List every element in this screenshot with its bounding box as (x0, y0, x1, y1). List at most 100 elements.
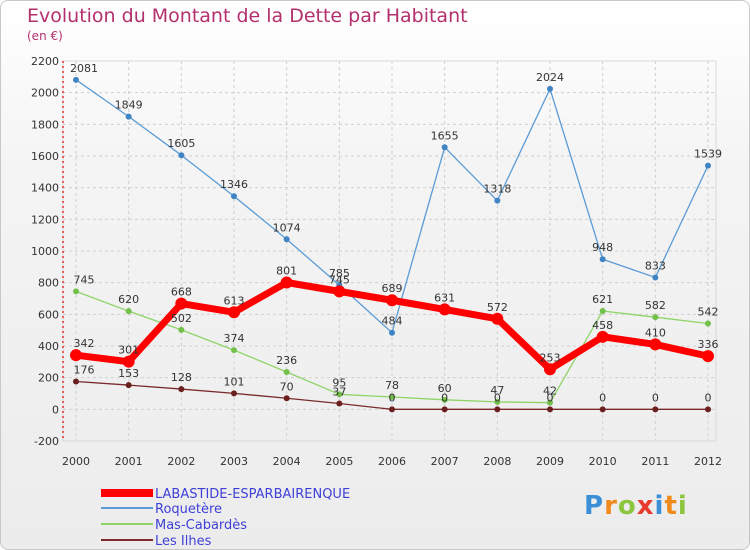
y-tick-label: 200 (38, 372, 59, 385)
data-label: 0 (389, 391, 396, 404)
data-label: 801 (276, 265, 297, 278)
data-label: 2024 (536, 71, 564, 84)
y-tick-label: 800 (38, 277, 59, 290)
legend-label: Les Ilhes (155, 534, 212, 549)
data-point (438, 303, 451, 316)
data-label: 1605 (167, 137, 195, 150)
data-point (599, 256, 606, 263)
x-tick-label: 2001 (115, 455, 143, 468)
data-label: 0 (599, 391, 606, 404)
data-point (125, 382, 132, 389)
data-label: 745 (329, 273, 350, 286)
chart-subtitle: (en €) (27, 29, 63, 43)
data-point (228, 306, 240, 319)
data-label: 410 (645, 326, 666, 339)
data-point (652, 274, 659, 281)
data-label: 42 (543, 385, 557, 398)
data-label: 128 (171, 371, 192, 384)
data-label: 621 (592, 293, 613, 306)
data-point (336, 400, 343, 407)
data-label: 0 (494, 391, 501, 404)
data-label: 1539 (694, 148, 722, 161)
legend-label: Roquetère (155, 502, 222, 517)
data-label: 689 (382, 282, 403, 295)
x-tick-label: 2004 (273, 455, 301, 468)
data-label: 484 (382, 315, 403, 328)
data-label: 745 (74, 273, 95, 286)
data-label: 301 (118, 344, 139, 357)
data-label: 1318 (483, 183, 511, 196)
data-point (175, 297, 188, 310)
data-point (494, 398, 501, 405)
data-point (702, 350, 714, 363)
data-label: 833 (645, 259, 666, 272)
data-point (652, 406, 659, 413)
data-point (231, 193, 237, 200)
x-tick-label: 2002 (167, 455, 195, 468)
y-tick-label: 400 (38, 340, 59, 353)
data-label: 1849 (115, 99, 143, 112)
data-label: 78 (385, 379, 399, 392)
data-point (125, 308, 132, 315)
data-label: 2081 (70, 62, 98, 75)
data-label: 458 (592, 319, 613, 332)
x-tick-label: 2009 (536, 455, 564, 468)
data-point (599, 308, 606, 315)
y-tick-label: 1000 (31, 245, 59, 258)
data-label: 785 (329, 267, 350, 280)
data-label: 542 (698, 306, 719, 319)
data-label: 0 (547, 391, 554, 404)
proxiti-logo: Proxiti (584, 491, 688, 521)
data-label: 60 (438, 382, 452, 395)
data-label: 176 (74, 363, 95, 376)
data-label: 1346 (220, 178, 248, 191)
data-point (494, 197, 501, 204)
data-point (705, 162, 711, 169)
data-label: 342 (74, 337, 95, 350)
data-point (441, 396, 448, 403)
x-tick-label: 2000 (62, 455, 90, 468)
data-point (73, 76, 79, 83)
x-tick-label: 2003 (220, 455, 248, 468)
data-label: 1074 (273, 221, 301, 234)
data-point (596, 330, 609, 343)
y-tick-label: -200 (34, 435, 59, 448)
data-point (705, 406, 711, 413)
data-point (283, 236, 290, 243)
data-point (178, 152, 185, 159)
data-label: 37 (332, 385, 346, 398)
data-label: 948 (592, 241, 613, 254)
data-label: 0 (705, 391, 712, 404)
data-point (70, 349, 82, 362)
data-point (441, 144, 448, 151)
x-tick-label: 2006 (378, 455, 406, 468)
data-point (231, 390, 237, 397)
data-point (389, 393, 395, 400)
data-point (441, 406, 448, 413)
data-label: 374 (224, 332, 245, 345)
data-label: 1655 (431, 129, 459, 142)
data-point (73, 288, 79, 295)
data-point (73, 378, 79, 385)
data-point (547, 399, 553, 406)
data-point (283, 368, 290, 375)
data-point (280, 276, 293, 289)
y-tick-label: 1800 (31, 118, 59, 131)
data-label: 101 (224, 375, 245, 388)
data-label: 236 (276, 354, 297, 367)
x-tick-label: 2005 (325, 455, 353, 468)
data-label: 47 (490, 384, 504, 397)
data-point (705, 320, 711, 327)
data-point (178, 326, 185, 333)
x-tick-label: 2011 (641, 455, 669, 468)
data-label: 153 (118, 367, 139, 380)
data-point (494, 406, 501, 413)
legend-label: LABASTIDE-ESPARBAIRENQUE (155, 487, 350, 502)
y-tick-label: 1400 (31, 182, 59, 195)
data-point (122, 355, 135, 368)
data-point (491, 312, 504, 325)
data-label: 336 (698, 338, 719, 351)
y-tick-label: 1200 (31, 213, 59, 226)
data-point (386, 294, 398, 307)
